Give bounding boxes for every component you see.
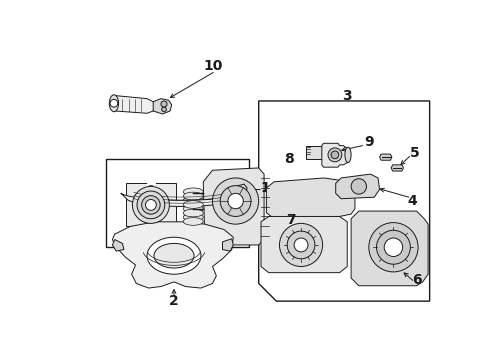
Polygon shape [203,168,264,245]
Polygon shape [261,216,346,273]
Text: 10: 10 [203,59,223,73]
Text: 1: 1 [260,181,269,195]
Circle shape [162,107,166,112]
Circle shape [327,148,341,162]
Circle shape [279,223,322,266]
Circle shape [368,222,417,272]
Ellipse shape [154,243,194,268]
Text: 9: 9 [363,135,373,149]
Ellipse shape [147,237,201,274]
Ellipse shape [183,222,203,230]
Circle shape [376,230,409,264]
Polygon shape [112,222,233,288]
Polygon shape [266,178,354,219]
Circle shape [142,195,160,214]
Circle shape [384,238,402,256]
Text: 2: 2 [169,294,179,308]
Polygon shape [379,154,391,160]
Polygon shape [258,101,429,301]
Circle shape [137,191,164,219]
Polygon shape [321,143,348,167]
Circle shape [161,101,167,107]
Polygon shape [121,193,242,206]
Polygon shape [153,99,171,114]
Circle shape [286,231,314,259]
Bar [106,159,248,247]
Text: 5: 5 [409,145,419,159]
Text: 8: 8 [284,152,294,166]
Text: 6: 6 [411,273,421,287]
Ellipse shape [183,192,203,200]
Ellipse shape [183,213,203,221]
Circle shape [350,179,366,194]
Circle shape [132,186,169,223]
Polygon shape [234,184,246,195]
Ellipse shape [183,201,203,208]
Circle shape [293,238,307,252]
Polygon shape [126,183,175,226]
Circle shape [110,99,118,107]
Circle shape [220,186,250,216]
Ellipse shape [109,95,118,112]
Circle shape [330,151,338,159]
Polygon shape [335,174,379,199]
Ellipse shape [183,188,203,195]
Bar [306,145,323,159]
Ellipse shape [183,197,203,204]
Circle shape [145,199,156,210]
Text: 3: 3 [342,89,351,103]
Ellipse shape [344,147,350,163]
Circle shape [227,193,243,209]
Polygon shape [110,95,154,113]
Ellipse shape [183,217,203,225]
Polygon shape [350,211,427,286]
Text: 4: 4 [407,194,417,208]
Polygon shape [222,239,233,251]
Ellipse shape [183,209,203,217]
Text: 7: 7 [285,213,295,227]
Circle shape [212,178,258,224]
Polygon shape [112,239,123,251]
Ellipse shape [183,205,203,213]
Polygon shape [390,165,403,171]
